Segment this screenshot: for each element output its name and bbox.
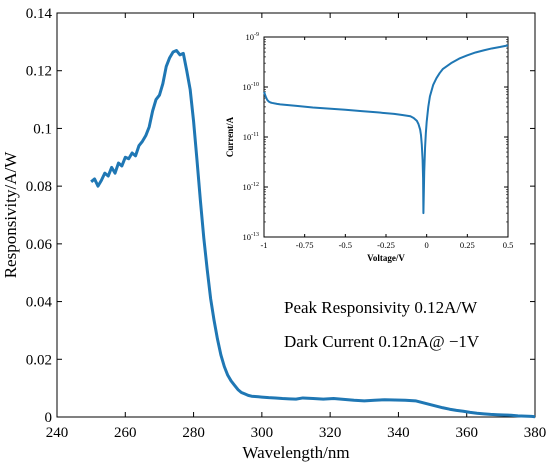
current-voltage-series-line [263,44,509,215]
main-y-axis-title: Responsivity/A/W [1,151,20,279]
inset-y-tick-label: 10-12 [243,182,260,192]
dark-current-annotation: Dark Current 0.12nA@ −1V [284,332,480,351]
inset-x-tick-label: -0.5 [339,240,352,250]
main-y-tick-label: 0.06 [26,237,53,253]
main-ticks: 240 260 280 300 320 340 360 380 0 0.02 0.04 0.06 0.0… [26,6,547,441]
main-plot-frame [56,12,536,418]
inset-chart: -1 -0.75 -0.5 -0.25 0 0.25 0.5 10-13 10-12 10-11 1… [225,32,513,263]
main-x-tick-label: 260 [114,425,137,441]
main-x-tick-label: 360 [455,425,478,441]
main-x-tick-label: 240 [46,425,69,441]
inset-y-tick-label: 10-9 [246,32,260,42]
inset-x-tick-label: 0.25 [460,240,475,250]
main-x-tick-label: 380 [524,425,547,441]
responsivity-series-line [90,49,536,419]
main-y-tick-label: 0.14 [26,6,53,22]
inset-plot-frame [263,36,509,238]
main-x-tick-label: 340 [387,425,410,441]
inset-x-axis-title: Voltage/V [367,253,405,263]
inset-x-tick-label: -1 [260,240,267,250]
inset-x-tick-label: 0.5 [503,240,514,250]
inset-y-tick-label: 10-13 [243,232,260,242]
main-y-tick-label: 0.12 [26,64,52,80]
peak-responsivity-annotation: Peak Responsivity 0.12A/W [284,298,478,317]
main-x-tick-label: 300 [251,425,274,441]
inset-y-tick-label: 10-10 [243,82,260,92]
main-y-tick-label: 0.02 [26,352,52,368]
inset-ticks: -1 -0.75 -0.5 -0.25 0 0.25 0.5 10-13 10-12 10-11 1… [243,32,514,250]
inset-x-tick-label: -0.25 [377,240,395,250]
main-y-tick-label: 0.08 [26,179,52,195]
main-y-tick-label: 0.04 [26,295,53,311]
main-y-tick-label: 0.1 [33,121,52,137]
main-x-tick-label: 320 [319,425,342,441]
inset-y-axis-title: Current/A [225,116,235,157]
inset-y-tick-label: 10-11 [243,132,259,142]
main-x-tick-label: 280 [182,425,205,441]
main-y-tick-label: 0 [45,410,53,426]
inset-x-tick-label: 0 [425,240,429,250]
inset-x-tick-label: -0.75 [296,240,314,250]
main-chart: 240 260 280 300 320 340 360 380 0 0.02 0.04 0.06 0.0… [1,6,546,462]
main-x-axis-title: Wavelength/nm [242,443,349,462]
